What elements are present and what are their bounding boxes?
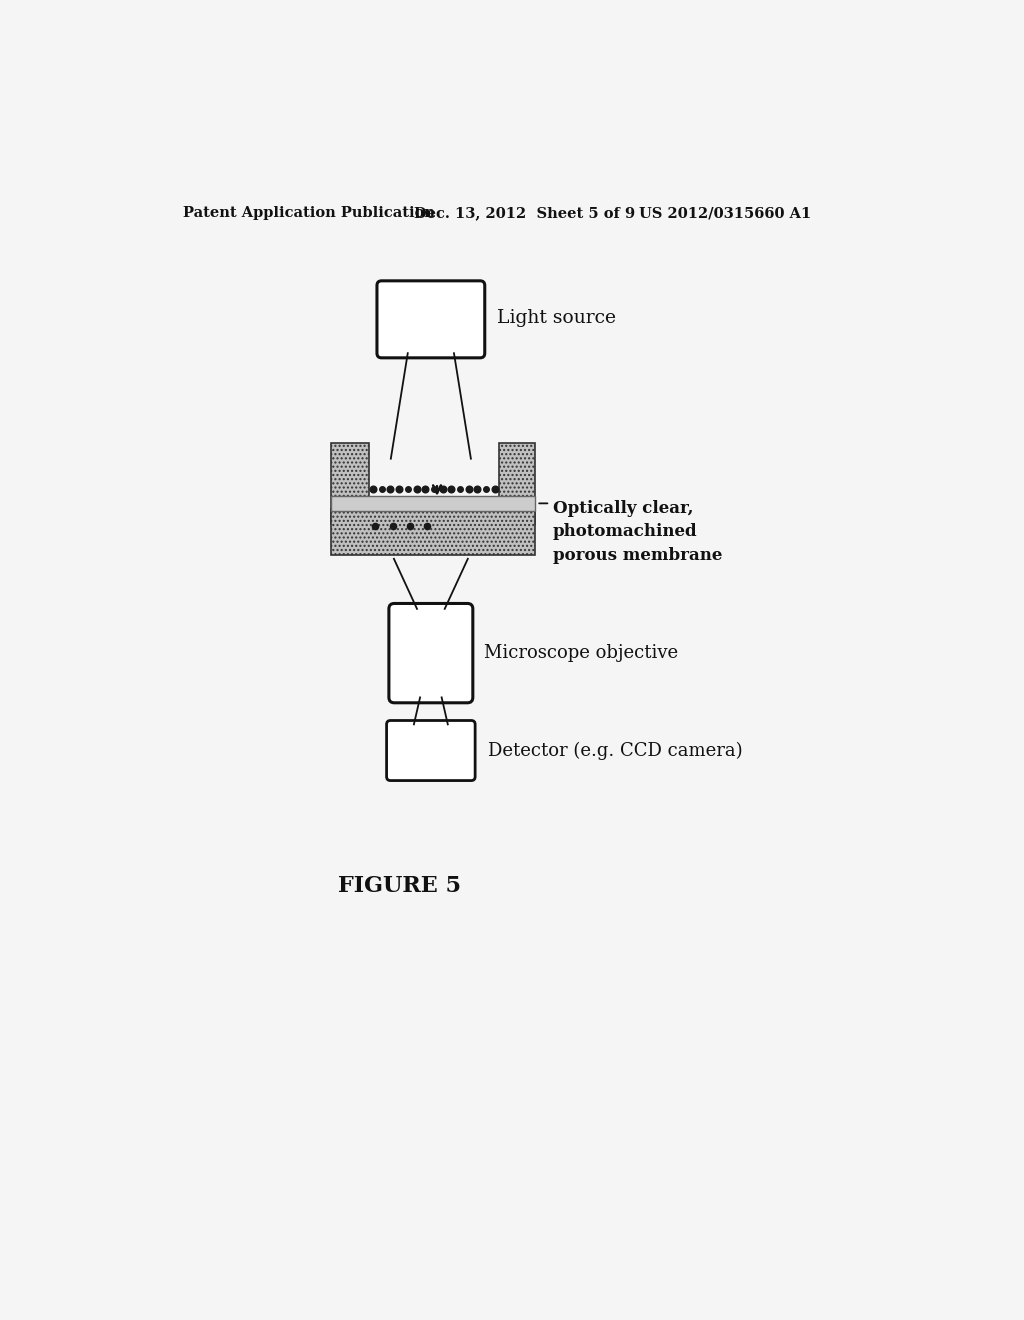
FancyBboxPatch shape bbox=[389, 603, 473, 702]
Text: Light source: Light source bbox=[497, 309, 616, 327]
Bar bbox=[331, 444, 370, 524]
Text: Dec. 13, 2012  Sheet 5 of 9: Dec. 13, 2012 Sheet 5 of 9 bbox=[414, 206, 635, 220]
Text: US 2012/0315660 A1: US 2012/0315660 A1 bbox=[639, 206, 811, 220]
Bar bbox=[331, 508, 535, 554]
Text: Microscope objective: Microscope objective bbox=[484, 644, 679, 663]
FancyBboxPatch shape bbox=[387, 721, 475, 780]
FancyBboxPatch shape bbox=[377, 281, 484, 358]
Bar bbox=[331, 496, 535, 511]
Text: Detector (e.g. CCD camera): Detector (e.g. CCD camera) bbox=[488, 742, 742, 759]
Text: Optically clear,
photomachined
porous membrane: Optically clear, photomachined porous me… bbox=[553, 499, 722, 564]
Text: Patent Application Publication: Patent Application Publication bbox=[183, 206, 435, 220]
Text: FIGURE 5: FIGURE 5 bbox=[339, 875, 462, 896]
Bar bbox=[499, 444, 535, 524]
